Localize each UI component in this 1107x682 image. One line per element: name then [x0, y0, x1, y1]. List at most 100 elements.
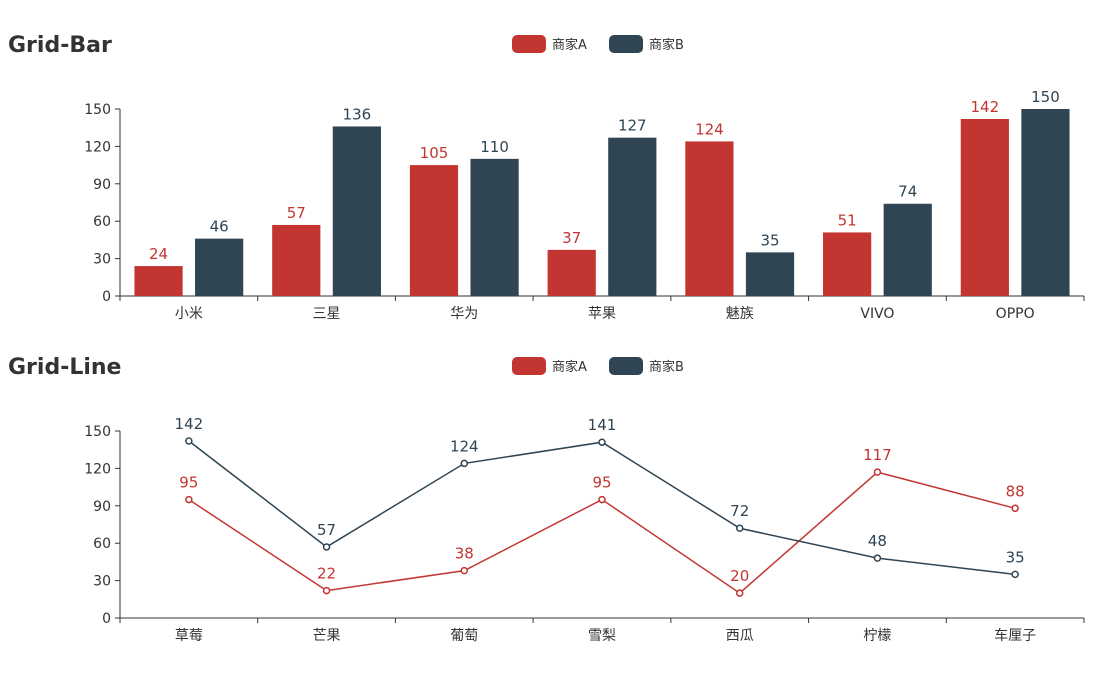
- line-data-label: 38: [455, 545, 474, 563]
- bar-data-label: 57: [287, 204, 306, 222]
- x-tick-label: 草莓: [175, 628, 203, 644]
- legend-item-series-a[interactable]: 商家A: [512, 357, 587, 375]
- line-data-label: 35: [1006, 548, 1025, 566]
- bar-data-label: 124: [695, 120, 724, 138]
- line-data-label: 142: [175, 415, 204, 433]
- line-point-series-a: [460, 566, 469, 575]
- y-tick-label: 90: [93, 499, 111, 515]
- line-point-series-a: [873, 468, 882, 476]
- bar-data-label: 136: [343, 105, 372, 123]
- bar-data-label: 35: [760, 231, 779, 249]
- legend-item-series-b[interactable]: 商家B: [609, 357, 684, 375]
- bar-data-label: 110: [480, 138, 509, 156]
- line-data-label: 95: [592, 474, 611, 492]
- line-data-label: 57: [317, 521, 336, 539]
- bar-series-a: [823, 232, 872, 296]
- line-data-label: 117: [863, 446, 892, 464]
- x-tick-label: 苹果: [588, 306, 616, 322]
- line-point-series-b: [322, 543, 331, 551]
- bar-data-label: 51: [838, 211, 857, 229]
- bar-chart-legend: 商家A 商家B: [512, 35, 684, 53]
- x-tick-label: 柠檬: [863, 628, 891, 644]
- x-tick-label: 魅族: [726, 306, 754, 322]
- line-point-series-b: [735, 524, 744, 532]
- line-chart-plot: 0 30 60 90 120 150 草莓 芒果 葡萄 雪梨 西瓜 柠檬 车厘子 95 22 38 95 20 11…: [84, 415, 1085, 644]
- legend-label-series-b: 商家B: [649, 359, 684, 375]
- bar-chart-title: Grid-Bar: [8, 33, 112, 58]
- x-tick-label: VIVO: [860, 306, 894, 322]
- line-point-series-b: [1011, 570, 1019, 579]
- x-tick-label: 葡萄: [450, 628, 478, 644]
- line-data-label: 22: [317, 565, 336, 583]
- bar-data-label: 24: [149, 245, 168, 263]
- bar-data-label: 150: [1031, 88, 1060, 106]
- y-tick-label: 150: [84, 102, 111, 118]
- line-data-label: 88: [1006, 482, 1025, 500]
- line-data-label: 95: [179, 474, 198, 492]
- x-tick-label: 芒果: [313, 628, 341, 644]
- y-tick-label: 30: [93, 574, 111, 590]
- y-tick-label: 60: [93, 214, 111, 230]
- y-tick-label: 150: [84, 424, 111, 440]
- legend-item-series-a[interactable]: 商家A: [512, 35, 587, 53]
- bar-series-a: [547, 249, 596, 296]
- bar-series-b: [332, 126, 381, 296]
- bar-chart-panel: Grid-Bar 商家A 商家B 0 30 60 90 120 150 小米 三星 华为 苹果 魅族…: [8, 33, 1085, 322]
- line-point-series-a: [598, 495, 606, 504]
- bar-series-b: [1021, 109, 1070, 296]
- bar-series-b: [195, 238, 244, 296]
- legend-item-series-b[interactable]: 商家B: [609, 35, 684, 53]
- x-tick-label: 华为: [450, 306, 478, 322]
- bar-series-a: [960, 118, 1009, 297]
- line-chart-panel: Grid-Line 商家A 商家B 0 30 60 90 120 150 草莓 芒果 葡萄 雪梨 西…: [8, 355, 1085, 644]
- line-data-label: 20: [730, 567, 749, 585]
- line-point-series-a: [1011, 504, 1019, 513]
- y-tick-label: 120: [84, 461, 111, 477]
- x-tick-label: 西瓜: [726, 628, 754, 644]
- legend-swatch-series-b: [609, 357, 643, 375]
- x-tick-label: 三星: [313, 306, 341, 322]
- line-data-label: 141: [588, 416, 617, 434]
- line-point-series-a: [735, 589, 744, 597]
- legend-swatch-series-a: [512, 357, 546, 375]
- bar-data-label: 127: [618, 117, 647, 135]
- line-point-series-b: [873, 554, 882, 562]
- y-tick-label: 30: [93, 252, 111, 268]
- legend-label-series-a: 商家A: [552, 359, 587, 375]
- bar-data-label: 105: [420, 144, 449, 162]
- line-point-series-b: [598, 438, 606, 446]
- bar-series-a: [685, 141, 734, 296]
- legend-swatch-series-b: [609, 35, 643, 53]
- bar-series-b: [608, 137, 657, 296]
- line-chart-legend: 商家A 商家B: [512, 357, 684, 375]
- y-tick-label: 90: [93, 177, 111, 193]
- y-tick-label: 120: [84, 139, 111, 155]
- bar-data-label: 74: [898, 183, 917, 201]
- bar-data-label: 46: [210, 218, 229, 236]
- legend-label-series-b: 商家B: [649, 37, 684, 53]
- line-point-series-a: [322, 586, 331, 595]
- x-tick-label: 雪梨: [588, 628, 616, 644]
- line-data-label: 72: [730, 502, 749, 520]
- bar-series-a: [409, 165, 459, 296]
- x-tick-label: 车厘子: [994, 627, 1036, 644]
- line-data-label: 48: [868, 532, 887, 550]
- line-point-series-b: [460, 459, 469, 468]
- bar-chart-plot: 0 30 60 90 120 150 小米 三星 华为 苹果 魅族 VIVO OPPO 24 57 105 37…: [84, 88, 1085, 322]
- bar-series-b: [470, 158, 519, 296]
- bar-series-a: [134, 266, 183, 296]
- x-tick-label: OPPO: [996, 306, 1035, 322]
- line-point-series-a: [185, 495, 193, 504]
- bar-series-b: [745, 252, 795, 296]
- legend-label-series-a: 商家A: [552, 37, 587, 53]
- y-tick-label: 60: [93, 536, 111, 552]
- y-tick-label: 0: [102, 289, 111, 305]
- bar-data-label: 142: [971, 98, 1000, 116]
- bar-series-a: [272, 224, 321, 296]
- bar-series-b: [883, 203, 932, 296]
- line-data-label: 124: [450, 437, 479, 455]
- line-point-series-b: [185, 437, 193, 445]
- x-tick-label: 小米: [175, 306, 203, 322]
- legend-swatch-series-a: [512, 35, 546, 53]
